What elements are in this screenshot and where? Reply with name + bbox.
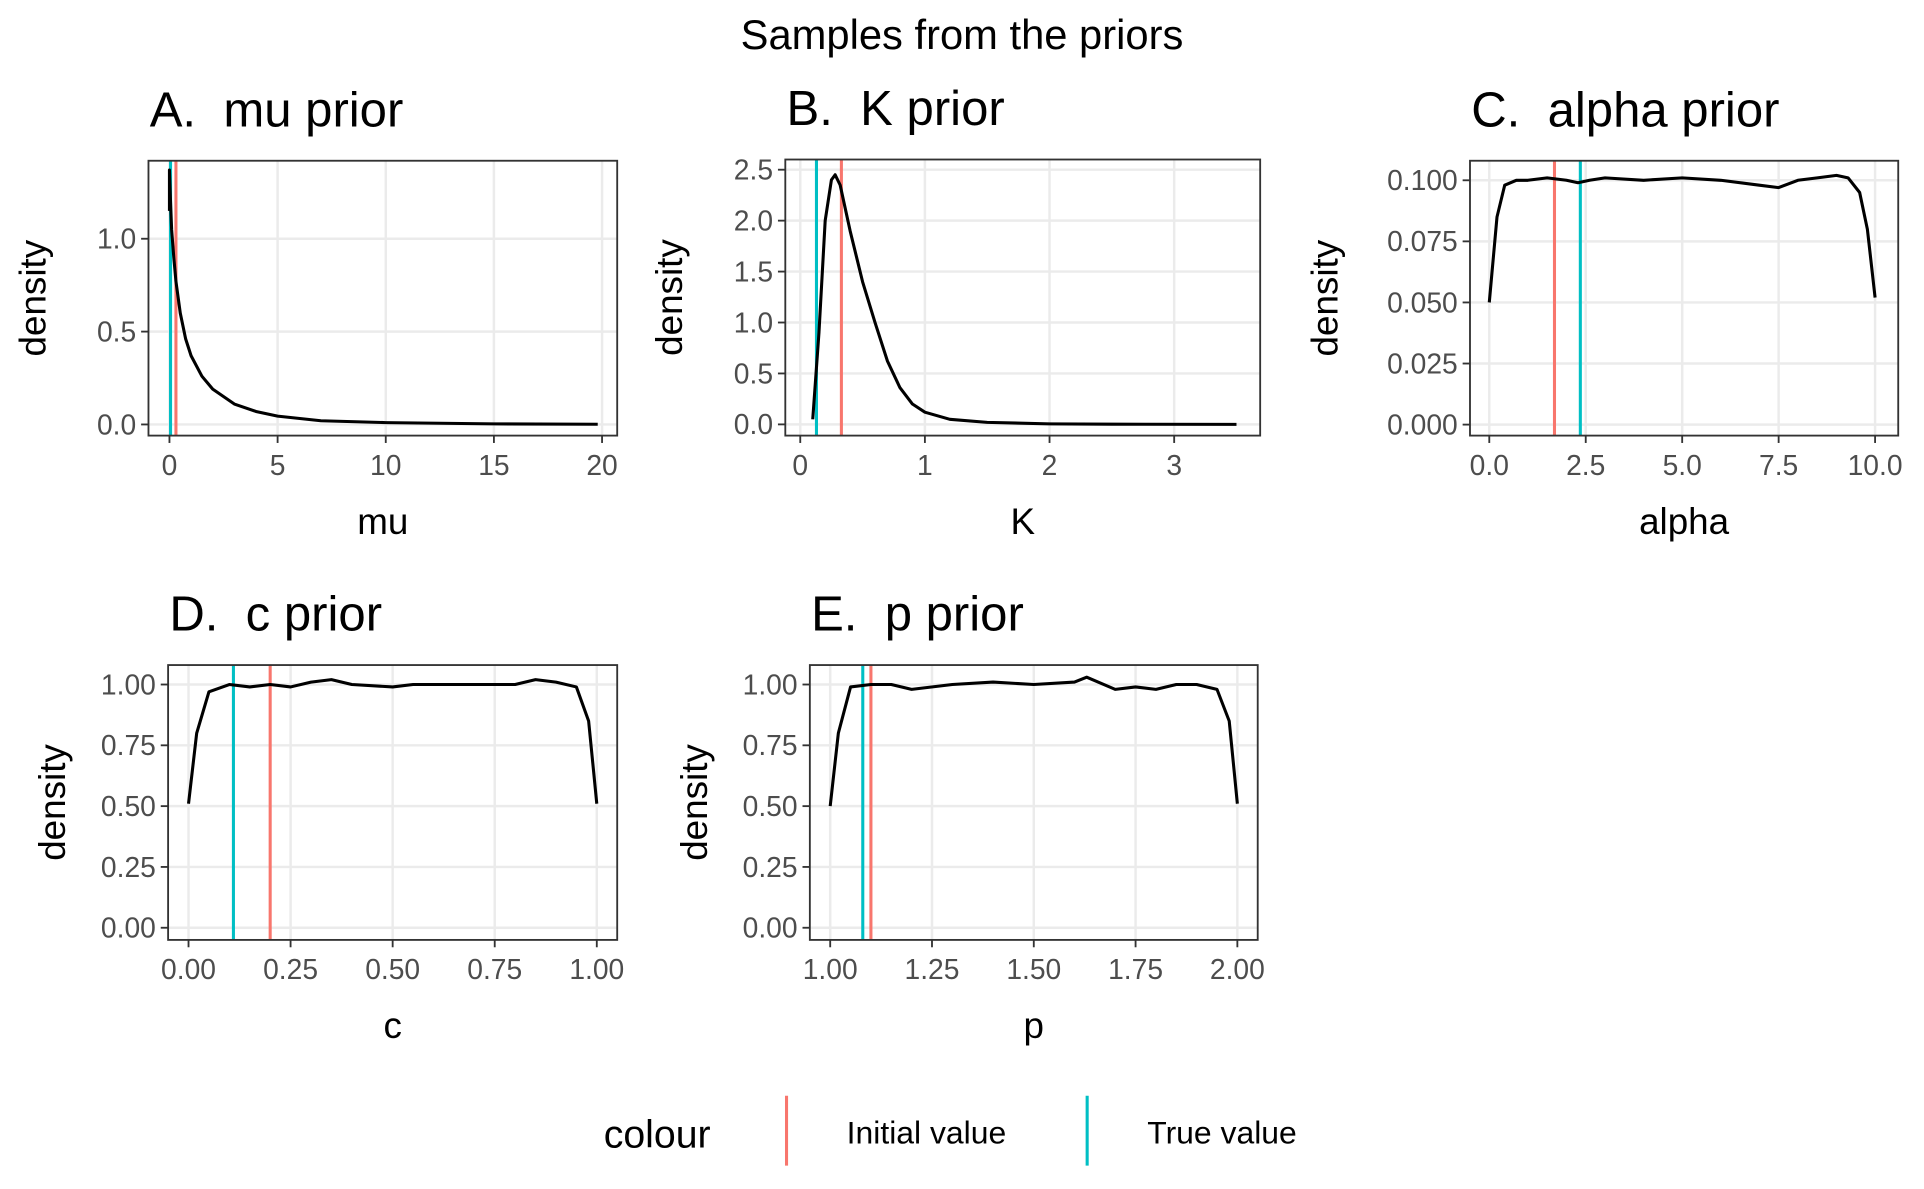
panel-border xyxy=(808,664,1259,941)
x-tick-label: 10.0 xyxy=(1848,449,1903,481)
x-tick-label: 0.0 xyxy=(1470,449,1509,481)
x-tick-label: 0.75 xyxy=(467,953,522,985)
density-line xyxy=(811,173,1237,426)
x-axis-label: c xyxy=(383,1005,401,1046)
density-line xyxy=(828,675,1239,807)
x-axis-label: alpha xyxy=(1639,501,1730,542)
y-tick-label: 0.00 xyxy=(743,912,798,944)
y-tick-label: 0.000 xyxy=(1387,408,1458,440)
y-tick-label: 1.0 xyxy=(97,223,136,255)
panel-title: E. p prior xyxy=(811,588,1024,642)
density-line xyxy=(187,678,599,804)
legend-label: True value xyxy=(1147,1115,1297,1151)
panel-title: D. c prior xyxy=(169,588,382,642)
legend-label: Initial value xyxy=(847,1115,1007,1151)
y-tick-label: 2.0 xyxy=(734,204,773,236)
x-tick-label: 0 xyxy=(162,449,178,481)
y-axis-label: density xyxy=(12,239,53,356)
y-tick-label: 0.75 xyxy=(743,729,798,761)
panel-title: A. mu prior xyxy=(150,83,404,137)
x-tick-label: 2.00 xyxy=(1210,953,1265,985)
x-tick-label: 5 xyxy=(270,449,286,481)
y-tick-label: 0.050 xyxy=(1387,286,1458,318)
y-tick-label: 1.00 xyxy=(743,668,798,700)
y-tick-label: 0.25 xyxy=(743,851,798,883)
x-tick-label: 1.00 xyxy=(803,953,858,985)
y-tick-label: 0.25 xyxy=(101,851,156,883)
x-tick-label: 2.5 xyxy=(1566,449,1605,481)
x-tick-label: 20 xyxy=(586,449,617,481)
x-tick-label: 0.50 xyxy=(365,953,420,985)
y-tick-label: 0.100 xyxy=(1387,164,1458,196)
x-tick-label: 0.25 xyxy=(263,953,318,985)
y-tick-label: 1.00 xyxy=(101,668,156,700)
figure-title: Samples from the priors xyxy=(741,11,1184,58)
x-tick-label: 5.0 xyxy=(1663,449,1702,481)
x-tick-label: 1 xyxy=(917,449,933,481)
x-tick-label: 1.00 xyxy=(569,953,624,985)
y-tick-label: 0.5 xyxy=(97,315,136,347)
y-axis-label: density xyxy=(1304,239,1345,356)
x-tick-label: 2 xyxy=(1042,449,1058,481)
y-tick-label: 0.025 xyxy=(1387,347,1458,379)
x-tick-label: 1.25 xyxy=(905,953,960,985)
x-tick-label: 10 xyxy=(370,449,401,481)
y-tick-label: 0.075 xyxy=(1387,225,1458,257)
x-tick-label: 1.75 xyxy=(1108,953,1163,985)
panel-title: C. alpha prior xyxy=(1471,83,1779,137)
y-axis-label: density xyxy=(674,744,715,861)
x-tick-label: 3 xyxy=(1166,449,1182,481)
y-tick-label: 1.5 xyxy=(734,255,773,287)
y-tick-label: 0.50 xyxy=(743,790,798,822)
panel-border xyxy=(167,664,619,941)
x-axis-label: K xyxy=(1010,501,1035,542)
x-tick-label: 0 xyxy=(792,449,808,481)
density-line xyxy=(167,168,598,426)
x-axis-label: mu xyxy=(357,501,408,542)
x-tick-label: 7.5 xyxy=(1759,449,1798,481)
y-tick-label: 0.00 xyxy=(101,912,156,944)
y-axis-label: density xyxy=(32,744,73,861)
y-tick-label: 0.0 xyxy=(97,408,136,440)
y-tick-label: 2.5 xyxy=(734,154,773,186)
y-tick-label: 0.75 xyxy=(101,729,156,761)
x-axis-label: p xyxy=(1024,1005,1044,1046)
y-tick-label: 0.50 xyxy=(101,790,156,822)
x-tick-label: 1.50 xyxy=(1006,953,1061,985)
y-tick-label: 1.0 xyxy=(734,306,773,338)
panel-border xyxy=(147,159,619,437)
y-axis-label: density xyxy=(649,239,690,356)
panel-border xyxy=(784,158,1262,437)
x-tick-label: 0.00 xyxy=(161,953,216,985)
y-tick-label: 0.5 xyxy=(734,357,773,389)
x-tick-label: 15 xyxy=(478,449,509,481)
panel-border xyxy=(1469,159,1900,437)
panel-title: B. K prior xyxy=(787,82,1005,136)
y-tick-label: 0.0 xyxy=(734,408,773,440)
legend-title: colour xyxy=(604,1112,711,1156)
density-line xyxy=(1487,173,1877,303)
